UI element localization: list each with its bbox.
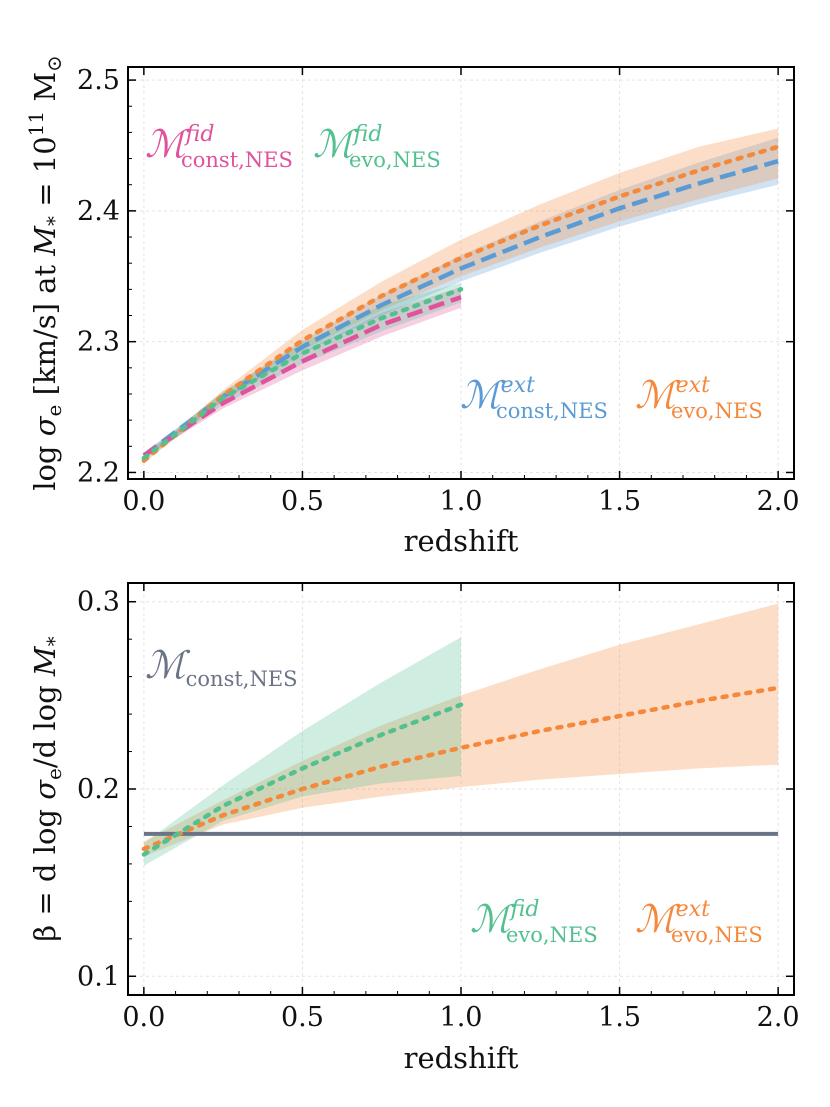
legend-entry-top-2: ℳext const,NES: [460, 373, 608, 423]
legend-label: ℳext evo,NES: [635, 897, 763, 947]
band-top-0: [143, 137, 779, 459]
x-tick-label-3: 1.5: [598, 486, 641, 517]
x-tick-label-0: 0.0: [122, 486, 165, 517]
legend-superscript: ext: [676, 373, 710, 398]
legend-superscript: ext: [501, 373, 535, 398]
legend-superscript: fid: [509, 897, 540, 922]
legend-symbol: ℳ: [635, 373, 681, 417]
x-tick-label-1: 0.5: [281, 1002, 324, 1033]
bottom-bands: [143, 603, 779, 866]
legend-subscript: evo,NES: [506, 923, 598, 947]
series-line-bot-1: [141, 685, 781, 852]
x-tick-label-1: 0.5: [281, 486, 324, 517]
legend-label: ℳfid evo,NES: [470, 897, 598, 947]
legend-label: ℳext const,NES: [460, 373, 608, 423]
legend-superscript: ext: [676, 897, 710, 922]
x-tick-label-2: 1.0: [440, 1002, 483, 1033]
top-bands: [143, 128, 779, 464]
band-bot-2: [143, 637, 461, 866]
band-top-3: [143, 282, 461, 461]
band-bot-1: [143, 603, 779, 857]
x-tick-label-4: 2.0: [757, 1002, 800, 1033]
y-tick-label-1: 0.2: [77, 774, 120, 805]
series-line-top-3: [141, 287, 464, 461]
legend-entry-top-0: ℳfid const,NES: [145, 122, 293, 172]
y-tick-label-0: 0.1: [77, 961, 120, 992]
y-tick-label-2: 0.3: [77, 587, 120, 618]
top-ylabel: log σe [km/s] at M* = 1011 M⊙: [24, 55, 66, 491]
legend-superscript: fid: [184, 122, 215, 147]
series-line-top-2: [142, 295, 462, 458]
top-ticks: 0.0 0.5 1.0 1.5 2.0 2.2 2.3 2.4 2.5: [77, 65, 800, 517]
band-top-1: [143, 128, 779, 464]
x-tick-label-4: 2.0: [757, 486, 800, 517]
y-tick-label-0: 2.2: [77, 457, 120, 488]
legend-subscript: const,NES: [496, 399, 608, 423]
legend-symbol: ℳ: [145, 643, 191, 687]
legend-subscript: const,NES: [186, 667, 298, 691]
bottom-ticks: 0.0 0.5 1.0 1.5 2.0 0.1 0.2 0.3: [77, 583, 800, 1033]
legend-symbol: ℳ: [313, 122, 359, 166]
panel-top: 0.0 0.5 1.0 1.5 2.02.22.32.42.5 ℳfid const,NE…: [24, 55, 800, 558]
legend-symbol: ℳ: [460, 373, 506, 417]
legend-subscript: evo,NES: [671, 399, 763, 423]
series-line-top-1: [141, 144, 781, 463]
legend-entry-bot-2: ℳext evo,NES: [635, 897, 763, 947]
legend-symbol: ℳ: [470, 897, 516, 941]
bottom-xlabel: redshift: [404, 1041, 519, 1075]
bottom-grid: [128, 583, 794, 995]
x-tick-label-3: 1.5: [598, 1002, 641, 1033]
legend-superscript: fid: [352, 122, 383, 147]
legend-subscript: evo,NES: [349, 148, 441, 172]
y-tick-label-1: 2.3: [77, 327, 120, 358]
legend-entry-bot-0: ℳconst,NES: [145, 643, 298, 691]
top-xlabel: redshift: [404, 524, 519, 558]
bottom-lines: [141, 685, 781, 857]
series-line-bot-2: [141, 702, 464, 857]
legend-entry-bot-1: ℳfid evo,NES: [470, 897, 598, 947]
y-tick-label-2: 2.4: [77, 196, 120, 227]
legend-entry-top-1: ℳfid evo,NES: [313, 122, 441, 172]
legend-label: ℳext evo,NES: [635, 373, 763, 423]
bottom-ylabel: β = d log σe/d log M*: [28, 636, 66, 941]
legend-label: ℳconst,NES: [145, 643, 298, 691]
legend-subscript: const,NES: [181, 148, 293, 172]
legend-symbol: ℳ: [145, 122, 191, 166]
legend-symbol: ℳ: [635, 897, 681, 941]
legend-label: ℳfid const,NES: [145, 122, 293, 172]
y-tick-label-3: 2.5: [77, 65, 120, 96]
legend-entry-top-3: ℳext evo,NES: [635, 373, 763, 423]
top-lines: [141, 144, 781, 463]
series-line-top-0: [142, 159, 779, 458]
legend-subscript: evo,NES: [671, 923, 763, 947]
legend-label: ℳfid evo,NES: [313, 122, 441, 172]
x-tick-label-0: 0.0: [122, 1002, 165, 1033]
x-tick-label-2: 1.0: [440, 486, 483, 517]
band-top-2: [143, 286, 461, 459]
